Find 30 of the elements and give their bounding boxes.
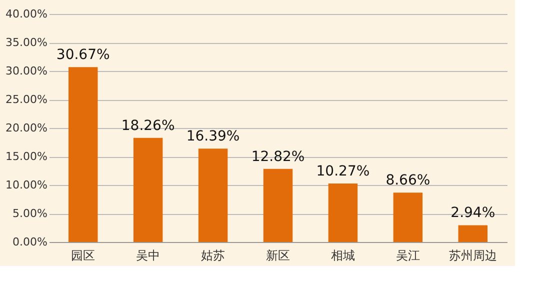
x-tick-label: 吴中 — [136, 248, 160, 262]
y-tick-label: 25.00% — [6, 93, 48, 106]
data-label: 8.66% — [386, 172, 430, 189]
y-tick-label: 5.00% — [12, 207, 48, 220]
x-tick-label: 新区 — [266, 248, 290, 262]
x-tick-label: 吴江 — [396, 248, 420, 262]
data-label: 16.39% — [186, 128, 240, 145]
bar — [198, 148, 228, 242]
x-tick-label: 园区 — [71, 248, 96, 262]
y-tick-label: 15.00% — [6, 150, 48, 163]
x-tick-label: 苏州周边 — [448, 248, 497, 262]
x-tick-label: 姑苏 — [201, 248, 226, 262]
data-label: 30.67% — [56, 47, 110, 64]
data-label: 12.82% — [251, 148, 305, 165]
y-tick-label: 20.00% — [6, 122, 48, 134]
y-tick-label: 35.00% — [6, 36, 48, 49]
bar — [68, 67, 98, 242]
bar — [133, 138, 163, 242]
y-tick-label: 10.00% — [6, 178, 48, 192]
bar — [263, 168, 293, 242]
bar — [393, 192, 423, 242]
data-label: 2.94% — [450, 205, 496, 222]
y-tick-label: 30.00% — [6, 64, 48, 78]
bar — [458, 225, 488, 242]
data-label: 18.26% — [121, 118, 175, 134]
y-tick-label: 40.00% — [6, 8, 48, 20]
data-label: 10.27% — [316, 163, 370, 180]
x-tick-label: 相城 — [330, 248, 355, 262]
bar — [328, 183, 358, 242]
y-tick-label: 0.00% — [12, 236, 48, 248]
